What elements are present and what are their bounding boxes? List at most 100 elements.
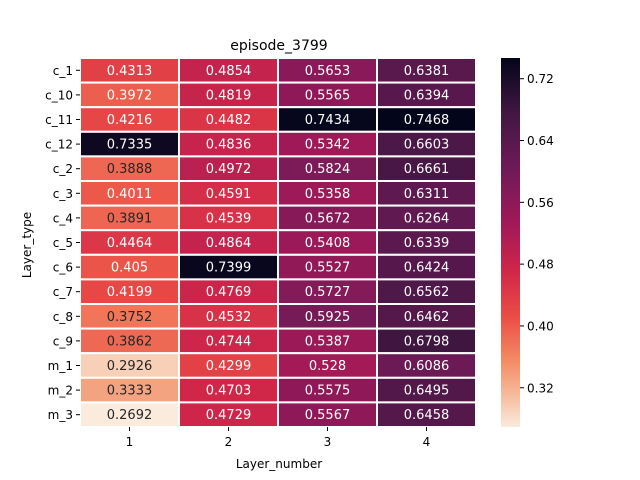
cell-value-label: 0.528 (309, 359, 346, 374)
cell-value-label: 0.6381 (404, 64, 450, 79)
y-tick-label: m_2 (48, 384, 73, 398)
cell-value-label: 0.5565 (305, 88, 351, 103)
heatmap-cell (376, 81, 477, 109)
cell-value-label: 0.4744 (206, 334, 252, 349)
heatmap-cells: 0.4313 0.4854 0.5653 0.6381 0.3972 0.4819 0.55… (79, 57, 477, 428)
cell-value-label: 0.5387 (305, 334, 351, 349)
y-tick-label: c_3 (53, 187, 73, 201)
heatmap-cell (376, 253, 477, 281)
heatmap-cell (178, 327, 279, 355)
cell-value-label: 0.6562 (404, 285, 450, 300)
cell-value-label: 0.4482 (206, 113, 252, 128)
cell-value-label: 0.5824 (305, 162, 351, 177)
cell-value-label: 0.3752 (107, 310, 153, 325)
colorbar-tick-label: 0.72 (527, 72, 554, 86)
cell-value-label: 0.4591 (206, 187, 252, 202)
heatmap-cell (277, 204, 378, 232)
y-tick-labels: c_1 c_10 c_11 c_12 c_2 c_3 c_4 c_5 c_6 c_7 c_8 c_9m… (45, 64, 80, 422)
cell-value-label: 0.6462 (404, 310, 450, 325)
heatmap-cell (376, 180, 477, 207)
cell-value-label: 0.4532 (206, 310, 252, 325)
cell-value-label: 0.6394 (404, 88, 450, 103)
chart-title: episode_3799 (230, 38, 327, 54)
colorbar-tick-label: 0.56 (527, 196, 554, 210)
cell-value-label: 0.6798 (404, 334, 450, 349)
colorbar-tick-label: 0.32 (527, 381, 554, 395)
y-tick-label: c_11 (45, 113, 73, 127)
cell-value-label: 0.7468 (404, 113, 450, 128)
heatmap-cell (178, 352, 279, 379)
heatmap-cell (376, 327, 477, 355)
heatmap-cell (79, 327, 180, 355)
cell-value-label: 0.5358 (305, 187, 351, 202)
x-tick-label: 2 (225, 435, 233, 449)
colorbar-gradient (501, 58, 520, 427)
cell-value-label: 0.4199 (107, 285, 153, 300)
y-tick-label: c_10 (45, 88, 73, 102)
y-tick-label: c_8 (53, 310, 73, 324)
y-tick-label: c_4 (53, 211, 73, 225)
cell-value-label: 0.6264 (404, 211, 450, 226)
heatmap-cell (79, 229, 180, 256)
cell-value-label: 0.6661 (404, 162, 450, 177)
y-tick-label: m_1 (48, 359, 73, 373)
y-tick-label: c_5 (53, 236, 73, 250)
heatmap-cell (277, 401, 378, 428)
cell-value-label: 0.4769 (206, 285, 252, 300)
y-tick-label: c_2 (53, 162, 73, 176)
cell-value-label: 0.5925 (305, 310, 351, 325)
y-tick-label: c_7 (53, 285, 73, 299)
cell-value-label: 0.3333 (107, 384, 153, 399)
colorbar-tick-label: 0.40 (527, 319, 554, 333)
colorbar: 0.32 0.40 0.48 0.56 0.64 0.72 (501, 58, 554, 427)
cell-value-label: 0.4729 (206, 408, 252, 423)
heatmap-cell (376, 155, 477, 182)
cell-value-label: 0.3972 (107, 88, 153, 103)
cell-value-label: 0.4819 (206, 88, 252, 103)
heatmap-cell (277, 229, 378, 256)
cell-value-label: 0.6495 (404, 384, 450, 399)
cell-value-label: 0.6086 (404, 359, 450, 374)
heatmap-cell (178, 106, 279, 133)
cell-value-label: 0.4972 (206, 162, 252, 177)
cell-value-label: 0.3862 (107, 334, 153, 349)
heatmap-cell (277, 376, 378, 404)
cell-value-label: 0.5575 (305, 384, 351, 399)
cell-value-label: 0.4299 (206, 359, 252, 374)
cell-value-label: 0.4313 (107, 64, 153, 79)
x-tick-labels: 1 2 3 4 (126, 427, 431, 449)
x-tick-label: 4 (423, 435, 431, 449)
cell-value-label: 0.3891 (107, 211, 153, 226)
cell-value-label: 0.4216 (107, 113, 153, 128)
cell-value-label: 0.4539 (206, 211, 252, 226)
cell-value-label: 0.6603 (404, 138, 450, 153)
cell-value-label: 0.4011 (107, 187, 153, 202)
colorbar-tick-label: 0.48 (527, 258, 554, 272)
heatmap-cell (376, 57, 477, 84)
y-axis-label: Layer_type (20, 212, 34, 278)
cell-value-label: 0.5408 (305, 236, 351, 251)
cell-value-label: 0.4464 (107, 236, 153, 251)
cell-value-label: 0.7335 (107, 138, 153, 153)
cell-value-label: 0.4836 (206, 138, 252, 153)
cell-value-label: 0.2926 (107, 359, 153, 374)
x-axis-label: Layer_number (236, 457, 322, 471)
heatmap-cell (376, 376, 477, 404)
colorbar-tick-label: 0.64 (527, 134, 554, 148)
cell-value-label: 0.405 (111, 261, 148, 276)
cell-value-label: 0.5672 (305, 211, 351, 226)
cell-value-label: 0.4703 (206, 384, 252, 399)
heatmap-cell (178, 376, 279, 404)
y-tick-label: m_3 (48, 408, 73, 422)
y-tick-label: c_12 (45, 138, 73, 152)
cell-value-label: 0.4864 (206, 236, 252, 251)
cell-value-label: 0.2692 (107, 408, 153, 423)
x-tick-label: 1 (126, 435, 134, 449)
y-tick-label: c_6 (53, 261, 73, 275)
cell-value-label: 0.6311 (404, 187, 450, 202)
cell-value-label: 0.6424 (404, 261, 450, 276)
cell-value-label: 0.5342 (305, 138, 351, 153)
heatmap-cell (376, 130, 477, 158)
y-tick-label: c_1 (53, 64, 73, 78)
